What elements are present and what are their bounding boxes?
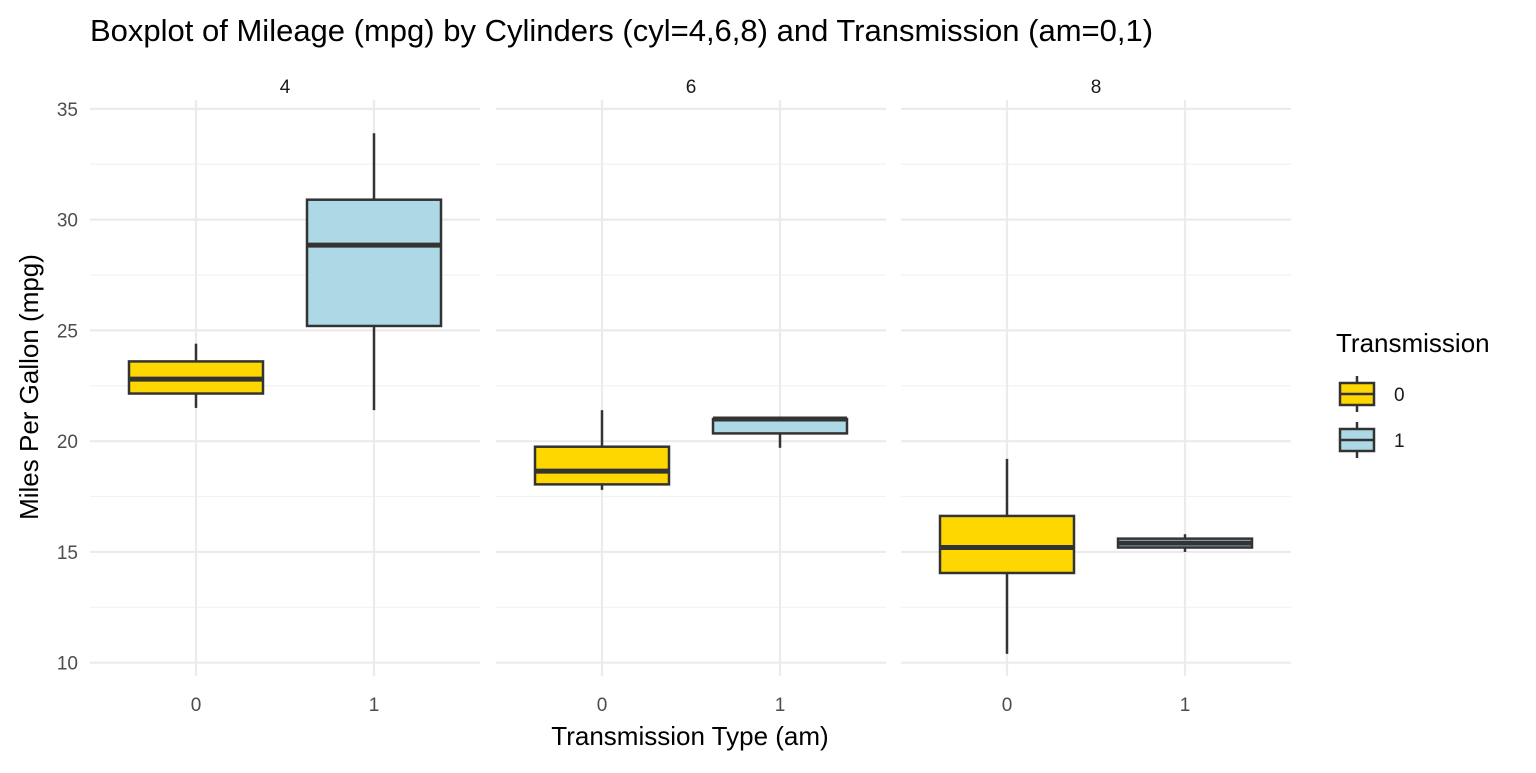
facet-panel-8: 8 0 1: [901, 77, 1291, 716]
y-axis-title: Miles Per Gallon (mpg): [14, 254, 44, 520]
box-body: [305, 198, 443, 328]
y-axis: 10 15 20 25 30 35: [57, 100, 78, 675]
legend-label: 0: [1394, 385, 1405, 406]
x-tick-label: 1: [775, 695, 786, 716]
legend-item-1: 1: [1338, 422, 1405, 458]
facet-panel-6: 6 0 1: [496, 77, 886, 716]
box-body: [533, 445, 671, 486]
box-8-am0: [938, 458, 1076, 654]
y-tick-label: 25: [57, 321, 78, 342]
x-tick-label: 1: [369, 695, 380, 716]
box-6-am0: [533, 410, 671, 490]
legend: Transmission 0 1: [1336, 328, 1490, 458]
legend-item-0: 0: [1338, 376, 1405, 412]
facet-label: 8: [1091, 77, 1102, 98]
legend-title: Transmission: [1336, 328, 1490, 358]
y-tick-label: 20: [57, 432, 78, 453]
box-4-am1: [305, 133, 443, 411]
box-8-am1: [1116, 534, 1254, 552]
facet-panel-4: 4 0 1: [90, 77, 480, 716]
x-tick-label: 0: [597, 695, 608, 716]
x-tick-label: 0: [1002, 695, 1013, 716]
box-6-am1: [711, 416, 849, 448]
facet-label: 4: [280, 77, 291, 98]
y-tick-label: 35: [57, 100, 78, 121]
box-4-am0: [127, 343, 265, 408]
x-axis-title: Transmission Type (am): [551, 721, 828, 751]
x-tick-label: 0: [191, 695, 202, 716]
box-body: [938, 514, 1076, 575]
facets-layer: 4 0 1 6 0 1 8 0 1: [90, 77, 1291, 716]
y-tick-label: 10: [57, 654, 78, 675]
y-tick-label: 30: [57, 211, 78, 232]
legend-label: 1: [1394, 431, 1405, 452]
chart-title: Boxplot of Mileage (mpg) by Cylinders (c…: [90, 13, 1153, 48]
y-tick-label: 15: [57, 543, 78, 564]
x-tick-label: 1: [1180, 695, 1191, 716]
facet-label: 6: [686, 77, 697, 98]
